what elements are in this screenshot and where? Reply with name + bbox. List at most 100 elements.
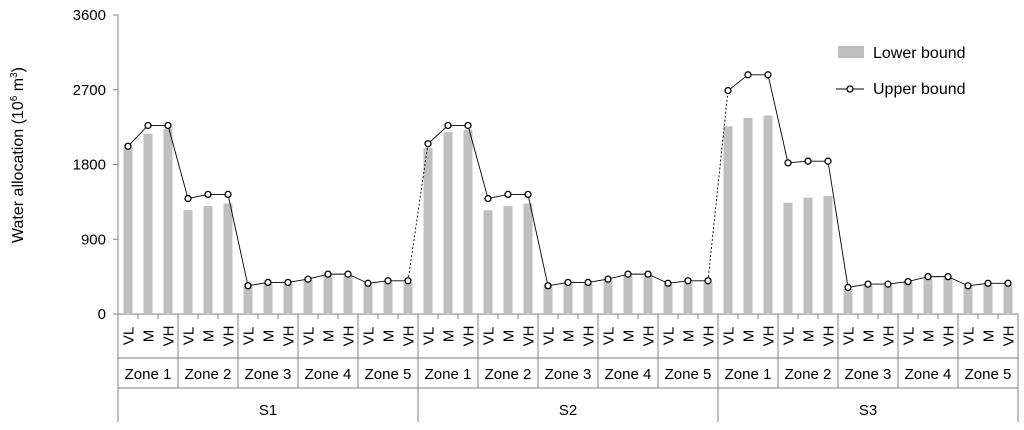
zone-label: Zone 2 [785,366,832,383]
level-label: M [921,330,938,343]
upper-bound-point [844,283,852,292]
level-label: VL [661,327,678,345]
scenario-label: S2 [559,402,577,419]
y-tick-label: 2700 [73,82,106,99]
upper-bound-segment [527,194,549,286]
lower-bound-bar [663,284,673,314]
lower-bound-bar [643,275,653,314]
level-label: M [861,330,878,343]
upper-bound-point [984,279,992,287]
upper-bound-point [484,194,492,203]
category-labels: VL M VH VL M VH VL M VH VL M VH VL M VH VL M VH VL M VH VL M VH… [121,326,1018,419]
lower-bound-bar [963,287,973,314]
level-label: VH [881,326,898,347]
upper-bound-point [464,121,472,130]
upper-bound-segment [827,161,849,288]
lower-bound-bar [743,117,753,314]
level-label: VH [761,326,778,347]
y-axis-label-unit: m [10,78,27,96]
lower-bound-bar [923,278,933,314]
level-label: VL [841,327,858,345]
upper-bound-point [784,159,792,167]
lower-bound-bar [863,285,873,314]
y-axis-label-close: ) [10,67,27,72]
lower-bound-bar [1003,284,1013,314]
axes-layer: 0 900 1800 2700 3600 [73,7,1019,422]
scenario-label: S1 [259,402,277,419]
upper-bound-point [704,277,712,285]
lower-bound-bar [943,278,953,314]
zone-label: Zone 3 [245,366,292,383]
level-label: M [621,330,638,343]
upper-bound-point [644,270,652,278]
upper-bound-point [544,282,552,290]
lower-bound-bar [263,284,273,314]
level-label: VH [161,326,178,347]
level-label: VL [601,327,618,345]
level-label: M [141,330,158,343]
upper-bound-point [384,277,392,285]
lower-bound-bar [203,206,213,314]
legend-lower-label: Lower bound [873,45,966,62]
level-label: VH [701,326,718,347]
level-label: M [381,330,398,343]
lower-bound-bar [143,133,153,314]
upper-bound-point [664,279,672,287]
lower-bound-bar [563,284,573,314]
level-label: VL [481,327,498,345]
lower-bound-bar [883,285,893,314]
zone-label: Zone 2 [485,366,532,383]
upper-bound-point [564,278,572,287]
level-label: VL [361,327,378,345]
level-label: VH [1001,326,1018,347]
upper-bound-point [204,190,212,199]
level-label: VH [461,326,478,347]
lower-bound-bar [543,286,553,314]
upper-bound-point [444,121,452,130]
upper-bound-point [504,190,512,199]
upper-bound-point [764,71,772,79]
lower-bound-bar [123,147,133,314]
level-label: VL [781,327,798,345]
level-label: VH [281,326,298,347]
lower-bound-bar [703,282,713,314]
upper-bound-segment [947,276,969,287]
lower-bound-bars [123,115,1013,315]
level-label: VH [821,326,838,347]
level-label: VL [421,327,438,345]
zone-label: Zone 2 [185,366,232,383]
upper-bound-point [944,272,952,281]
zone-label: Zone 5 [365,366,412,383]
upper-bound-point [144,121,152,130]
upper-bound-segment [767,74,789,163]
lower-bound-bar [603,279,613,314]
upper-bound-segment [347,273,369,284]
scenario-label: S3 [859,402,877,419]
upper-bound-dashed-segment [407,143,429,281]
upper-bound-segment [727,74,749,91]
upper-bound-segment [227,194,249,286]
lower-bound-bar [463,129,473,314]
upper-bound-point [904,277,912,286]
level-label: M [681,330,698,343]
level-label: M [981,330,998,343]
zone-label: Zone 4 [305,366,352,383]
lower-bound-bar [583,284,593,314]
level-label: VH [641,326,658,347]
upper-bound-point [424,140,432,148]
level-label: VL [721,327,738,345]
upper-bound-point [744,71,752,79]
upper-bound-point [884,280,892,288]
upper-bound-point [344,270,352,278]
level-label: VH [401,326,418,347]
level-label: VH [221,326,238,347]
upper-bound-point [1004,279,1012,287]
level-label: VL [121,327,138,345]
lower-bound-bar [843,289,853,314]
lower-bound-bar [303,279,313,314]
level-label: M [321,330,338,343]
upper-bound-point [404,277,412,285]
level-label: M [441,330,458,343]
y-tick-label: 3600 [73,7,106,24]
upper-bound-point [324,270,332,278]
